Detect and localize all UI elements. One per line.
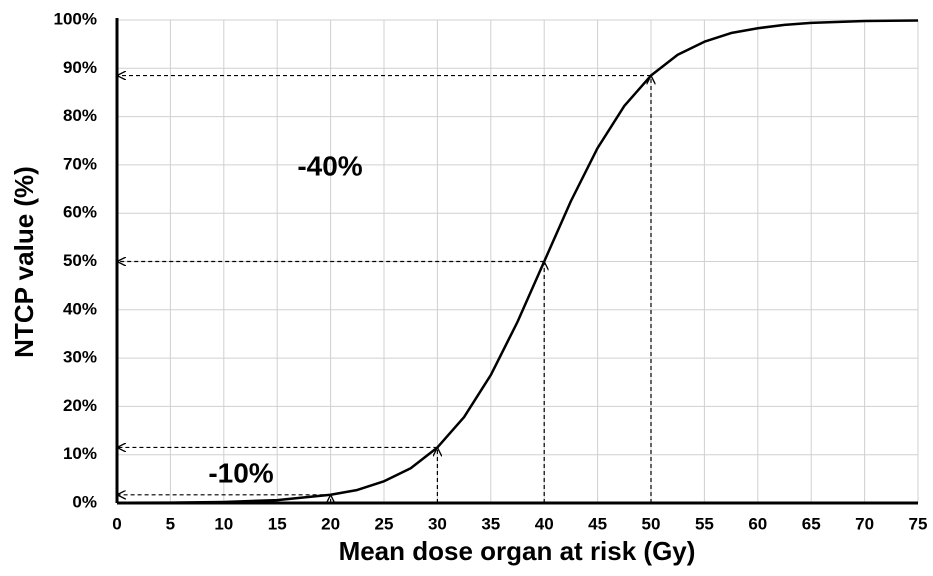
- y-tick-label: 60%: [63, 203, 97, 222]
- x-tick-label: 50: [642, 514, 661, 533]
- y-tick-label: 0%: [72, 492, 97, 511]
- x-tick-label: 55: [695, 514, 714, 533]
- y-tick-label: 20%: [63, 396, 97, 415]
- x-tick-label: 70: [855, 514, 874, 533]
- x-tick-label: 10: [214, 514, 233, 533]
- x-tick-label: 20: [321, 514, 340, 533]
- y-tick-label: 40%: [63, 299, 97, 318]
- y-tick-label: 10%: [63, 444, 97, 463]
- line: [116, 19, 919, 505]
- x-tick-label: 65: [802, 514, 821, 533]
- y-tick-label: 80%: [63, 106, 97, 125]
- annotation: -10%: [208, 457, 273, 488]
- grid: [116, 19, 919, 504]
- plot: [116, 19, 919, 505]
- x-tick-label: 45: [588, 514, 607, 533]
- x-tick-label: 30: [428, 514, 447, 533]
- y-axis-label: NTCP value (%): [9, 166, 39, 358]
- x-tick-label: 0: [112, 514, 121, 533]
- x-tick-label: 5: [166, 514, 175, 533]
- x-tick-label: 40: [535, 514, 554, 533]
- annotation: -40%: [297, 150, 362, 181]
- x-tick-label: 75: [909, 514, 928, 533]
- y-tick-label: 70%: [63, 154, 97, 173]
- y-tick-label: 90%: [63, 58, 97, 77]
- x-tick-label: 60: [748, 514, 767, 533]
- guides: [117, 76, 651, 503]
- x-tick-label: 25: [375, 514, 394, 533]
- x-tick-label: 35: [481, 514, 500, 533]
- y-tick-label: 100%: [54, 9, 97, 28]
- x-tick-label: 15: [268, 514, 287, 533]
- y-tick-label: 30%: [63, 348, 97, 367]
- y-tick-label: 50%: [63, 251, 97, 270]
- x-axis-label: Mean dose organ at risk (Gy): [339, 536, 696, 566]
